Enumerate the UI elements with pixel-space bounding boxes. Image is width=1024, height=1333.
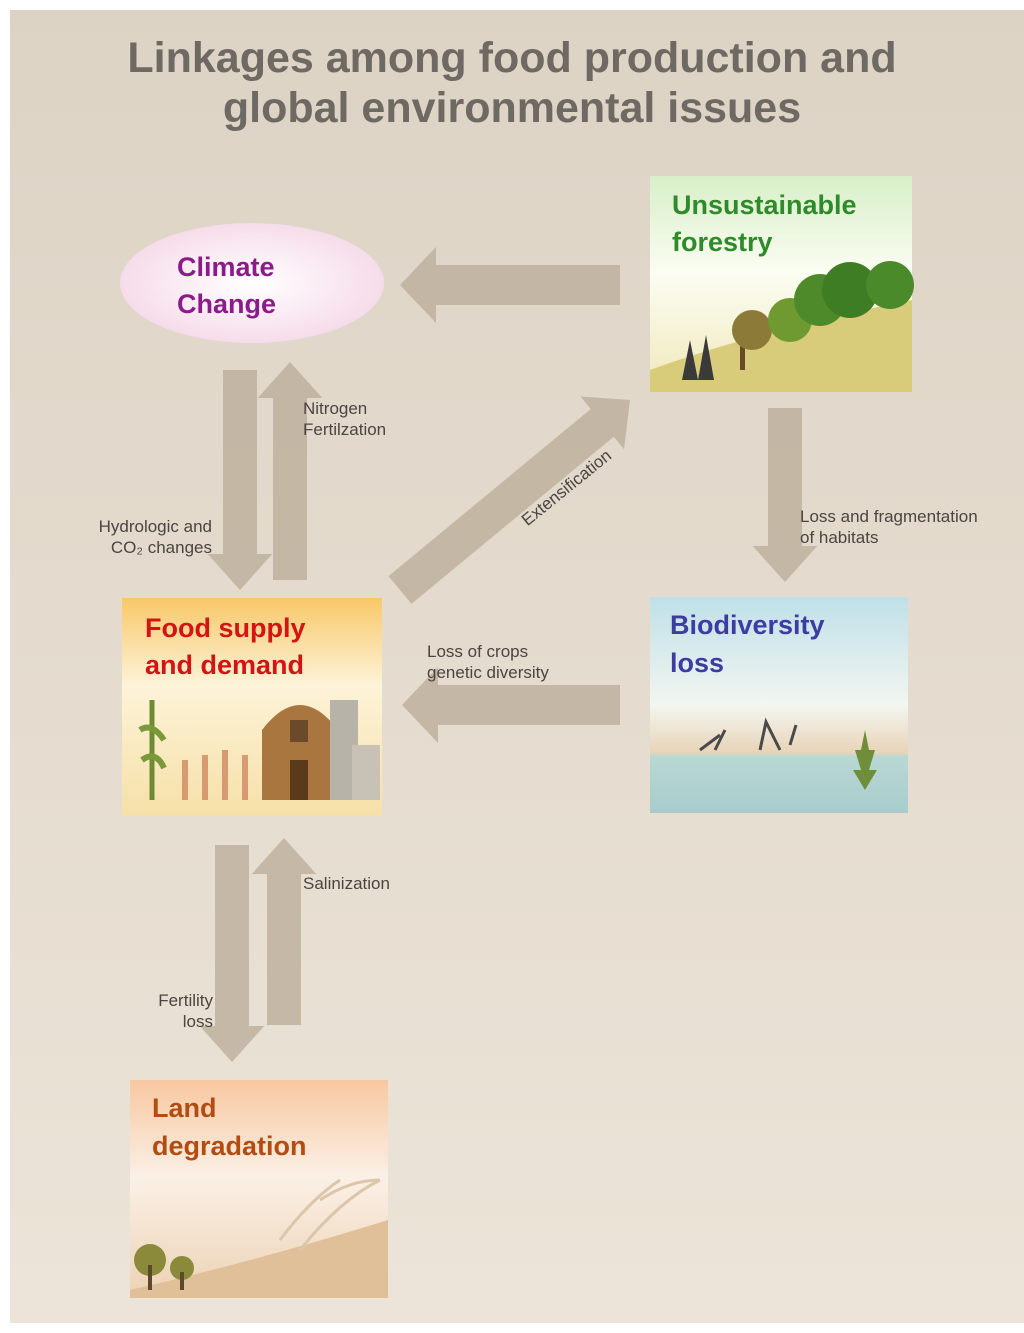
arrow xyxy=(388,396,630,604)
arrow xyxy=(199,845,265,1062)
node-label: loss xyxy=(670,648,724,678)
edge-label: genetic diversity xyxy=(427,663,549,682)
edge-label: Loss and fragmentation xyxy=(800,507,978,526)
arrow xyxy=(752,408,818,582)
edge-label: Salinization xyxy=(303,874,390,893)
edge-label: Fertility xyxy=(158,991,213,1010)
food-node xyxy=(122,598,382,816)
edge-label: Fertilzation xyxy=(303,420,386,439)
arrow xyxy=(207,370,273,590)
arrow xyxy=(251,838,317,1025)
edge-label: loss xyxy=(183,1012,213,1031)
node-label: Change xyxy=(177,289,276,319)
edge-label: Loss of crops xyxy=(427,642,528,661)
node-label: Biodiversity xyxy=(670,610,825,640)
forestry-node xyxy=(650,176,914,392)
edge-label: CO₂ changes xyxy=(111,538,212,557)
node-label: Unsustainable xyxy=(672,190,857,220)
node-label: Land xyxy=(152,1093,217,1123)
edge-label: Hydrologic and xyxy=(99,517,212,536)
node-label: Climate xyxy=(177,252,275,282)
node-label: degradation xyxy=(152,1131,307,1161)
title-line: Linkages among food production and xyxy=(127,34,896,82)
node-label: forestry xyxy=(672,227,773,257)
biodiversity-node xyxy=(650,597,908,813)
title-line: global environmental issues xyxy=(223,84,801,132)
arrow xyxy=(402,667,620,743)
node-label: Food supply xyxy=(145,613,305,643)
land-node xyxy=(130,1080,388,1298)
node-label: and demand xyxy=(145,650,304,680)
arrow xyxy=(400,247,620,323)
arrow xyxy=(257,362,323,580)
climate-node xyxy=(120,223,384,343)
edge-label: Nitrogen xyxy=(303,399,367,418)
arrows xyxy=(199,247,818,1062)
edge-label: of habitats xyxy=(800,528,878,547)
